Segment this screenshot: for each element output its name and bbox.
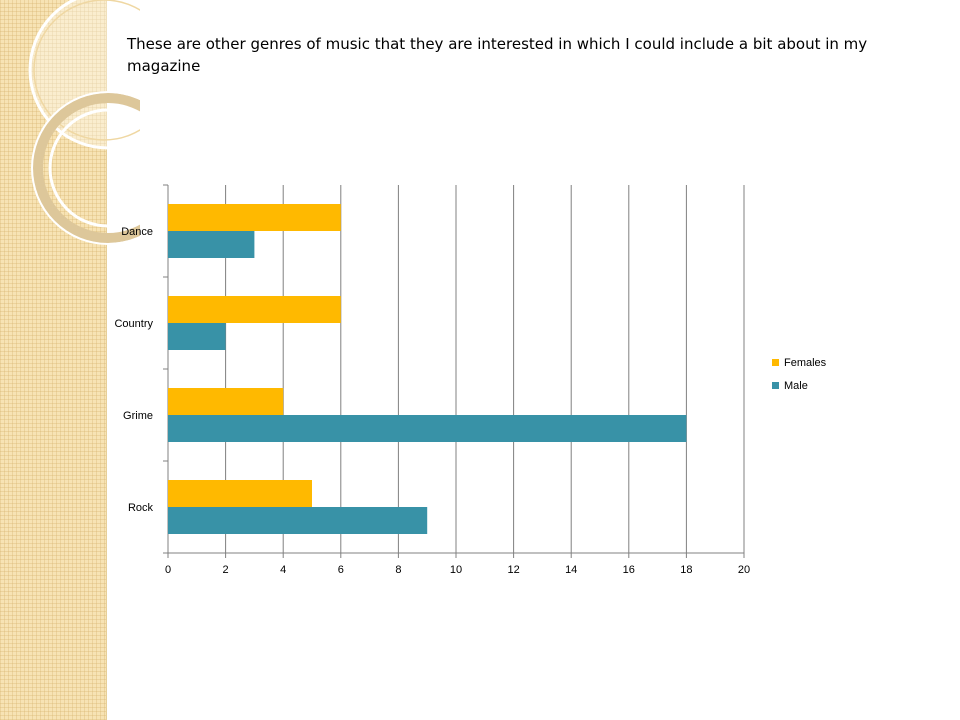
y-category-label: Country [114, 318, 153, 330]
y-category-label: Rock [128, 502, 154, 514]
x-tick-label: 8 [395, 564, 401, 576]
x-tick-label: 12 [507, 564, 519, 576]
legend-swatch-male [772, 382, 779, 389]
legend-swatch-females [772, 359, 779, 366]
x-tick-label: 18 [680, 564, 692, 576]
bar-females-country [168, 296, 341, 323]
x-tick-label: 14 [565, 564, 577, 576]
x-tick-label: 16 [623, 564, 635, 576]
x-tick-label: 0 [165, 564, 171, 576]
x-tick-label: 6 [338, 564, 344, 576]
legend-label-male: Male [784, 380, 808, 392]
bar-male-dance [168, 231, 255, 258]
bar-females-rock [168, 480, 312, 507]
legend-label-females: Females [784, 357, 827, 369]
y-category-label: Grime [123, 410, 153, 422]
decorative-rings [28, 0, 140, 245]
x-tick-label: 4 [280, 564, 286, 576]
bar-male-rock [168, 507, 428, 534]
bar-male-country [168, 323, 226, 350]
bar-females-grime [168, 388, 284, 415]
bar-females-dance [168, 204, 341, 231]
x-tick-label: 10 [450, 564, 462, 576]
x-tick-label: 2 [223, 564, 229, 576]
slide-title: These are other genres of music that the… [127, 35, 868, 75]
bar-male-grime [168, 415, 687, 442]
y-category-label: Dance [121, 226, 153, 238]
x-tick-label: 20 [738, 564, 750, 576]
